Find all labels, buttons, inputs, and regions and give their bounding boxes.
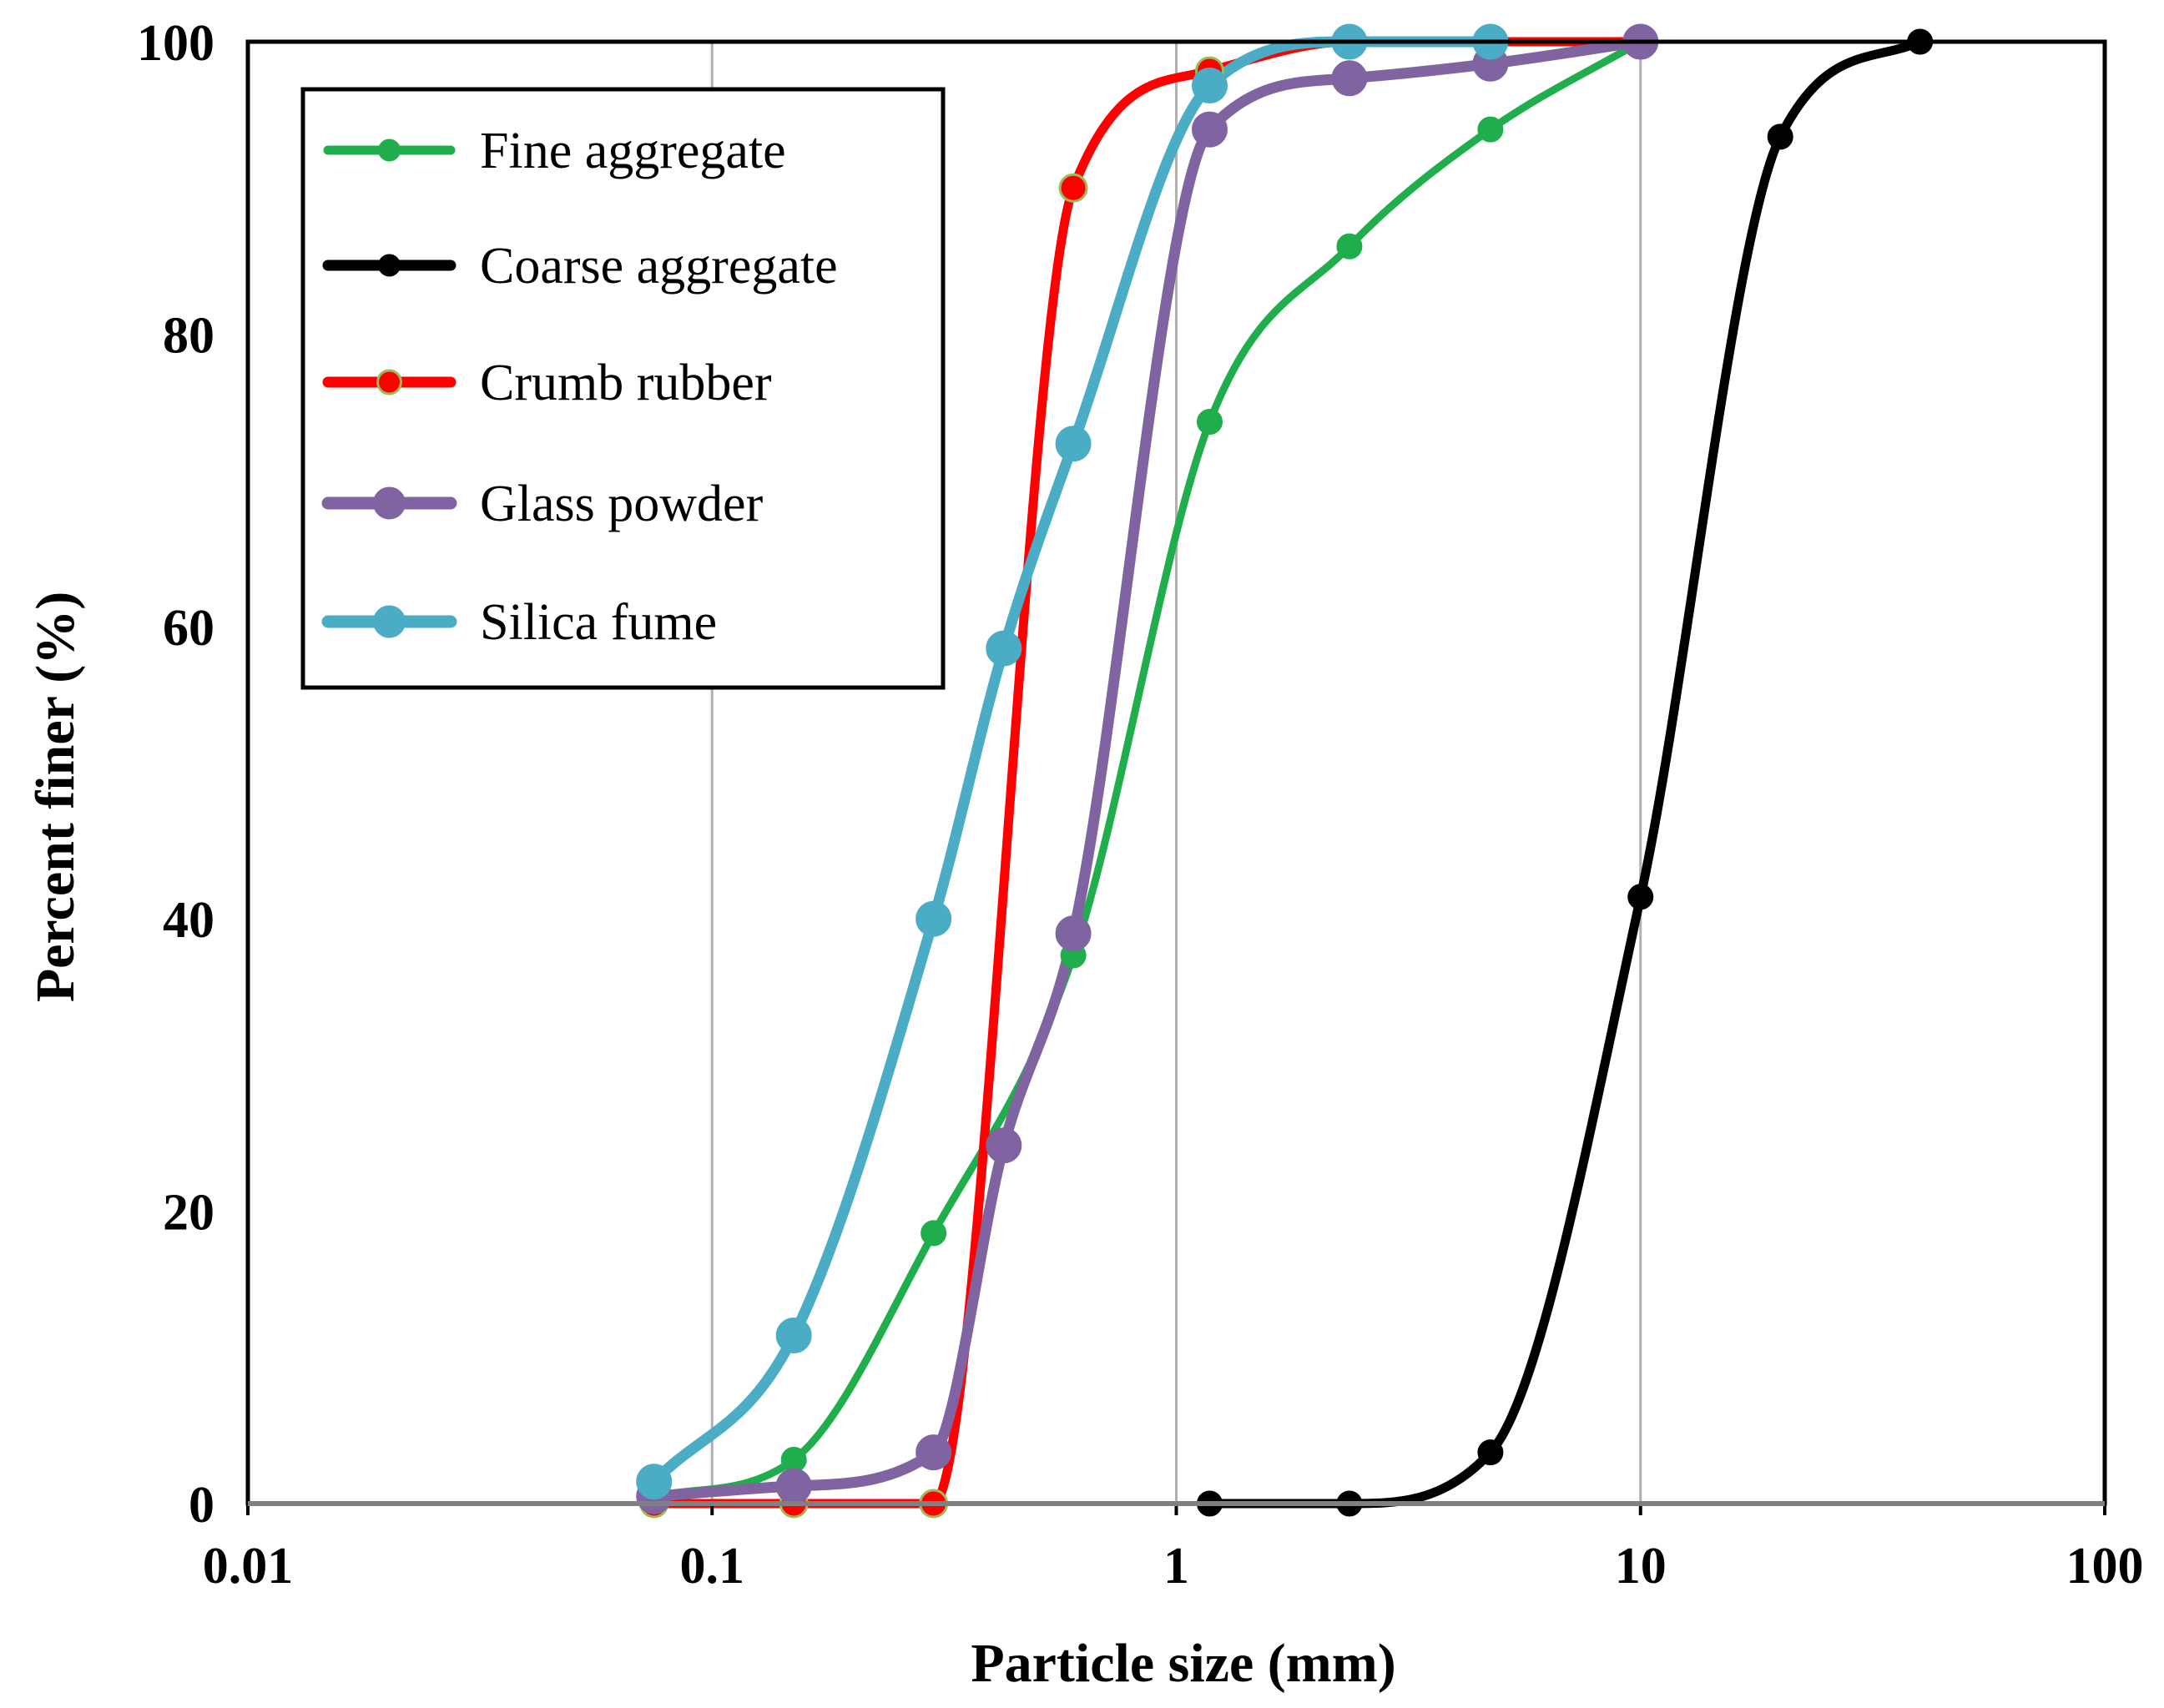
silica-fume-point: [1191, 68, 1228, 104]
silica-fume-line: [648, 36, 1496, 1488]
silica-fume-point: [775, 1318, 812, 1354]
fine-aggregate-point: [780, 1446, 807, 1473]
axes: [245, 39, 2107, 1515]
legend-label-coarse-aggregate: Coarse aggregate: [480, 238, 838, 295]
glass-powder-point: [1191, 111, 1228, 148]
glass-powder-line: [648, 36, 1647, 1502]
legend-label-silica-fume: Silica fume: [480, 594, 717, 651]
legend-entry-coarse-aggregate: Coarse aggregate: [322, 238, 838, 295]
y-tick-label: 100: [137, 15, 214, 72]
glass-powder-point: [1331, 60, 1368, 97]
coarse-aggregate-point: [1767, 123, 1793, 150]
legend-marker-fine-aggregate: [378, 139, 401, 162]
silica-fume-point: [636, 1464, 673, 1500]
x-axis-title: Particle size (mm): [971, 1633, 1395, 1694]
y-tick-label: 0: [189, 1477, 214, 1534]
fine-aggregate-point: [921, 1220, 947, 1247]
silica-fume-point: [986, 630, 1022, 667]
y-tick-label: 20: [163, 1185, 214, 1242]
coarse-aggregate-point: [1627, 884, 1654, 910]
legend-box: [300, 87, 946, 690]
coarse-aggregate-point: [1477, 1439, 1504, 1466]
legend-marker-glass-powder: [373, 486, 406, 520]
fine-aggregate-line: [650, 38, 1645, 1500]
x-tick-label: 0.01: [203, 1538, 294, 1595]
x-tick-label: 10: [1615, 1538, 1667, 1595]
fine-aggregate-point: [1336, 233, 1363, 259]
silica-fume-point: [1055, 426, 1092, 462]
legend-entry-crumb-rubber: Crumb rubber: [322, 355, 772, 411]
glass-powder-point: [986, 1127, 1022, 1164]
silica-fume-point: [916, 900, 952, 937]
y-axis-title: Percent finer (%): [25, 592, 86, 1002]
legend-entry-fine-aggregate: Fine aggregate: [323, 123, 786, 179]
y-tick-label: 60: [163, 600, 214, 657]
crumb-rubber-point: [1058, 173, 1088, 203]
glass-powder-point: [775, 1468, 812, 1504]
legend: Fine aggregate Coarse aggregate Crumb rubb…: [300, 87, 946, 690]
legend-marker-crumb-rubber: [376, 369, 402, 396]
legend-entry-glass-powder: Glass powder: [321, 476, 764, 532]
y-tick-label: 40: [163, 892, 214, 949]
tick-labels: 0.01 0.1 1 10 100 0 20 40 60 80 100: [137, 15, 2144, 1595]
y-tick-label: 80: [163, 307, 214, 364]
x-tick-label: 100: [2066, 1538, 2144, 1595]
legend-label-glass-powder: Glass powder: [480, 476, 764, 532]
x-tick-label: 0.1: [680, 1538, 745, 1595]
legend-marker-silica-fume: [373, 605, 406, 638]
fine-aggregate-point: [1196, 409, 1223, 436]
legend-label-crumb-rubber: Crumb rubber: [480, 355, 772, 411]
glass-powder-point: [916, 1434, 952, 1471]
legend-label-fine-aggregate: Fine aggregate: [480, 123, 786, 179]
x-tick-label: 1: [1163, 1538, 1189, 1595]
legend-entry-silica-fume: Silica fume: [321, 594, 717, 651]
legend-marker-coarse-aggregate: [378, 254, 401, 277]
glass-powder-point: [1055, 915, 1092, 952]
fine-aggregate-point: [1477, 116, 1504, 143]
